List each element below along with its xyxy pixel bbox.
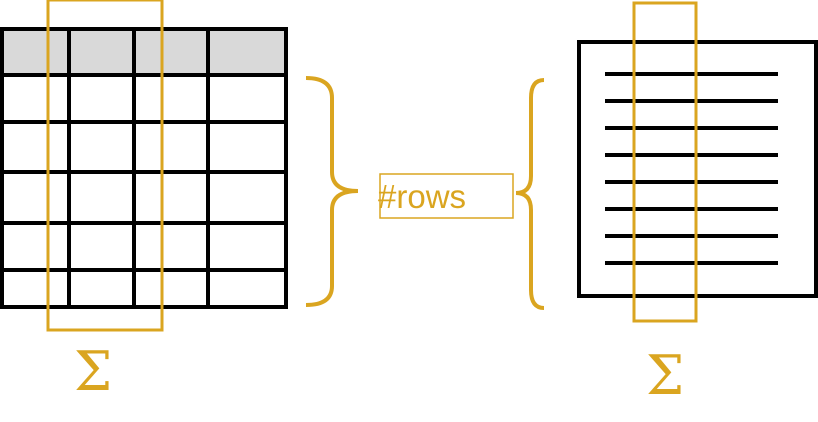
table-outline [0, 27, 288, 309]
sum-right-icon: Σ [646, 344, 684, 407]
data-table [0, 27, 288, 309]
left-column-highlight [46, 0, 164, 332]
sum-left-icon: Σ [74, 340, 112, 403]
rows-label-box [379, 173, 514, 219]
right-column-highlight [632, 1, 698, 323]
right-brace-icon [515, 78, 545, 310]
table-header-row [2, 29, 286, 75]
left-brace-icon [305, 76, 359, 307]
rows-label: #rows [378, 178, 466, 215]
